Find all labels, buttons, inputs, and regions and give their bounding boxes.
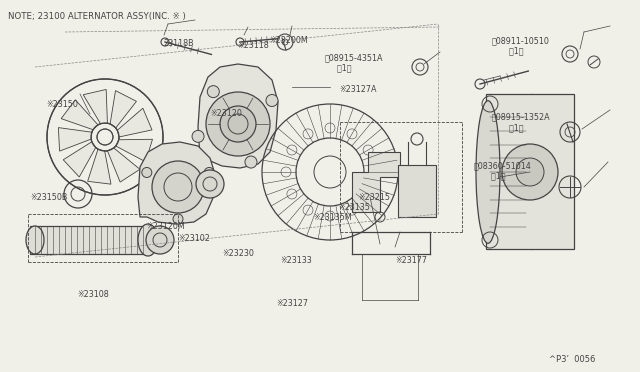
Polygon shape bbox=[63, 142, 96, 177]
Text: Ⓝ08360-51014: Ⓝ08360-51014 bbox=[474, 161, 531, 170]
Ellipse shape bbox=[476, 101, 500, 243]
Circle shape bbox=[207, 86, 220, 97]
Circle shape bbox=[196, 170, 224, 198]
Text: ※23135: ※23135 bbox=[338, 203, 370, 212]
Polygon shape bbox=[352, 152, 400, 212]
Text: （1）: （1） bbox=[332, 63, 351, 72]
Polygon shape bbox=[138, 142, 215, 224]
Text: ※23102: ※23102 bbox=[178, 234, 210, 243]
Text: ※23108: ※23108 bbox=[77, 290, 109, 299]
Circle shape bbox=[516, 158, 544, 186]
Text: ※23230: ※23230 bbox=[223, 249, 255, 258]
Text: Ⓠ08915-4351A: Ⓠ08915-4351A bbox=[325, 53, 383, 62]
Text: ※23200M: ※23200M bbox=[269, 36, 308, 45]
Polygon shape bbox=[110, 91, 136, 128]
Text: ※23127A: ※23127A bbox=[339, 85, 377, 94]
Circle shape bbox=[146, 226, 174, 254]
Text: ※23135M: ※23135M bbox=[314, 213, 353, 222]
Circle shape bbox=[142, 167, 152, 177]
Circle shape bbox=[266, 94, 278, 106]
Text: ※23118: ※23118 bbox=[237, 41, 269, 49]
Circle shape bbox=[206, 92, 270, 156]
Text: ※23133: ※23133 bbox=[280, 256, 312, 265]
Circle shape bbox=[220, 106, 256, 142]
Text: ※23127: ※23127 bbox=[276, 299, 308, 308]
Text: ※23150B: ※23150B bbox=[31, 193, 68, 202]
Text: ※23120M: ※23120M bbox=[146, 222, 185, 231]
Circle shape bbox=[204, 167, 214, 177]
Polygon shape bbox=[58, 128, 92, 151]
Text: 23118B: 23118B bbox=[163, 39, 194, 48]
Text: Ⓞ08911-10510: Ⓞ08911-10510 bbox=[492, 36, 549, 45]
Polygon shape bbox=[83, 89, 108, 124]
Text: ^P3’  0056: ^P3’ 0056 bbox=[548, 355, 595, 364]
Bar bbox=[398, 165, 436, 217]
Text: （1）: （1） bbox=[499, 123, 524, 132]
Bar bbox=[30, 226, 150, 254]
Text: ※23215: ※23215 bbox=[358, 193, 390, 202]
Circle shape bbox=[245, 156, 257, 168]
Ellipse shape bbox=[26, 226, 44, 254]
Text: ※23120: ※23120 bbox=[210, 109, 242, 118]
Polygon shape bbox=[117, 108, 152, 137]
Text: ※23177: ※23177 bbox=[396, 256, 428, 265]
Circle shape bbox=[192, 130, 204, 142]
Polygon shape bbox=[108, 148, 140, 182]
Ellipse shape bbox=[517, 94, 547, 250]
Polygon shape bbox=[61, 100, 98, 130]
Text: NOTE; 23100 ALTERNATOR ASSY(INC. ※ ): NOTE; 23100 ALTERNATOR ASSY(INC. ※ ) bbox=[8, 12, 186, 21]
Circle shape bbox=[502, 144, 558, 200]
Text: ※23150: ※23150 bbox=[46, 100, 78, 109]
Circle shape bbox=[173, 214, 183, 224]
Polygon shape bbox=[88, 149, 111, 184]
Circle shape bbox=[152, 161, 204, 213]
Ellipse shape bbox=[138, 224, 158, 256]
Polygon shape bbox=[116, 139, 152, 162]
Text: （1）: （1） bbox=[481, 171, 506, 180]
Text: Ⓟ08915-1352A: Ⓟ08915-1352A bbox=[492, 113, 550, 122]
Bar bbox=[486, 94, 574, 249]
Text: （1）: （1） bbox=[499, 47, 524, 56]
Polygon shape bbox=[198, 64, 278, 168]
